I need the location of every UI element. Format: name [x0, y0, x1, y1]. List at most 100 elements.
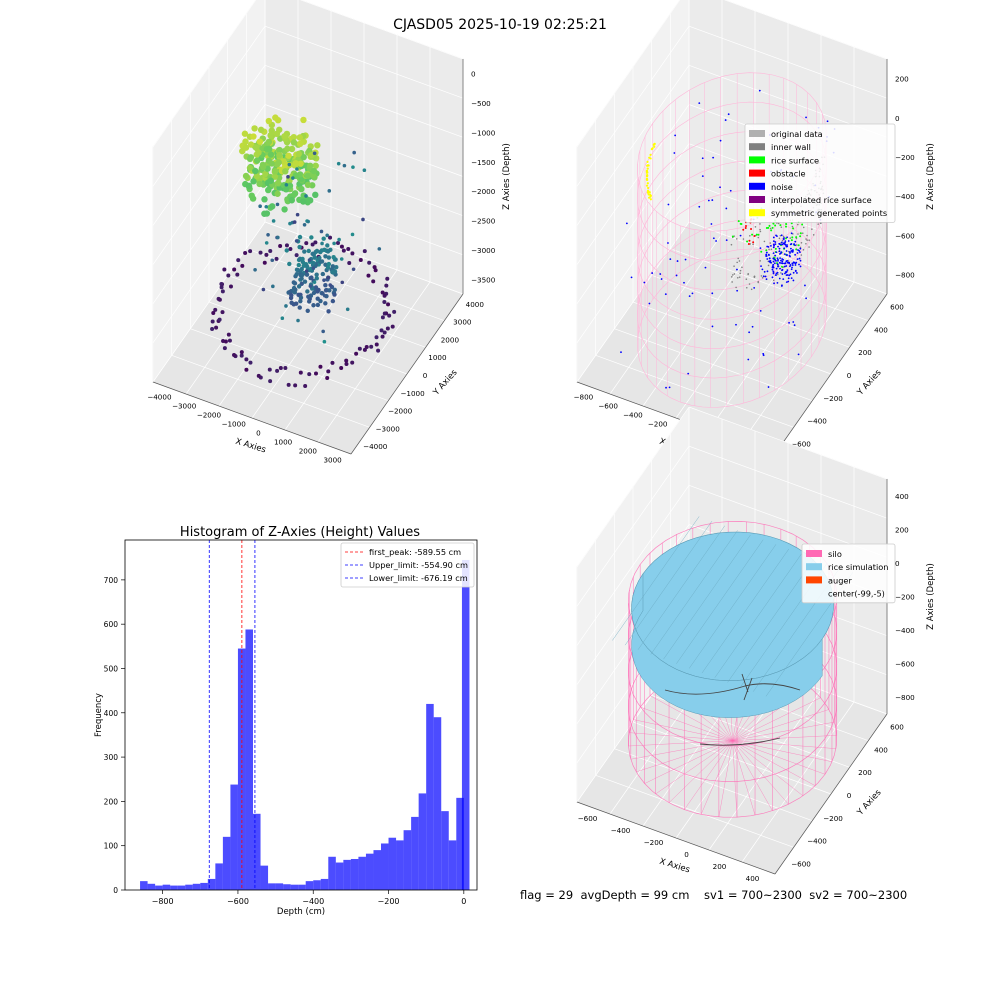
- data-point: [280, 316, 285, 321]
- data-point: [296, 140, 304, 148]
- data-point: [282, 168, 289, 175]
- z-tick-label: −600: [895, 231, 915, 240]
- z-tick-label: −500: [471, 99, 491, 108]
- data-point: [339, 257, 344, 261]
- data-point: [213, 307, 218, 312]
- y-axis-line: [774, 293, 888, 455]
- noise-point: [762, 275, 765, 278]
- data-point: [306, 294, 311, 299]
- noise-point: [781, 268, 784, 271]
- depth-histogram: Histogram of Z-Axies (Height) Values −800…: [94, 525, 478, 917]
- data-point: [294, 267, 300, 272]
- data-point: [210, 327, 215, 332]
- data-point: [288, 247, 293, 252]
- gridline: [576, 0, 681, 148]
- histogram-bar: [396, 840, 404, 890]
- noise-point: [739, 234, 742, 237]
- symmetric-point: [646, 171, 649, 174]
- inner-wall-point: [730, 276, 733, 278]
- classify-3d-plot: 3D classify of Silo Interior−800−600−400…: [574, 0, 936, 465]
- data-point: [289, 300, 294, 305]
- y-tick-label: −600: [791, 440, 811, 449]
- data-point: [210, 319, 215, 324]
- data-point: [244, 367, 249, 372]
- inner-wall-point: [745, 286, 748, 289]
- x-tick-label: 200: [713, 862, 727, 871]
- data-point: [291, 190, 298, 198]
- data-point: [242, 172, 250, 180]
- data-point: [296, 318, 300, 323]
- data-point: [298, 295, 304, 300]
- inner-wall-point: [799, 246, 802, 249]
- noise-point: [790, 247, 792, 250]
- gridline: [688, 406, 888, 480]
- x-axis-label: X Axies: [658, 857, 691, 876]
- rice-surface-point: [770, 229, 773, 232]
- data-point: [320, 271, 326, 277]
- y-tick-label: 200: [104, 797, 119, 806]
- noise-point: [784, 262, 787, 264]
- data-point: [250, 178, 257, 185]
- z-tick-label: 200: [895, 525, 909, 534]
- data-point: [302, 249, 307, 254]
- data-point: [342, 163, 347, 168]
- noise-point: [766, 270, 769, 273]
- panel4-legend-swatch: [806, 563, 822, 571]
- rice-surface-point: [780, 265, 783, 268]
- data-point: [312, 151, 317, 156]
- silo-floor-spoke: [732, 740, 738, 818]
- noise-point: [776, 281, 779, 284]
- data-point: [350, 251, 355, 256]
- noise-point: [784, 240, 787, 243]
- histogram-bar: [426, 703, 434, 890]
- histogram-bar: [275, 883, 284, 890]
- data-point: [380, 315, 385, 320]
- rice-mesh-line: [676, 539, 764, 664]
- noise-point: [788, 274, 791, 277]
- data-point: [274, 190, 281, 197]
- noise-point: [643, 281, 646, 284]
- symmetric-point: [648, 196, 651, 199]
- noise-point: [772, 236, 775, 239]
- y-axis-label: Frequency: [94, 693, 104, 737]
- noise-point: [675, 274, 678, 277]
- silo-floor-spoke: [684, 740, 733, 810]
- histogram-bar: [140, 881, 148, 890]
- histogram-bar: [381, 843, 389, 890]
- data-point: [358, 257, 363, 262]
- z-tick-label: −1000: [471, 128, 496, 137]
- data-point: [308, 284, 313, 288]
- histogram-bar: [230, 784, 238, 890]
- z-tick-label: −3500: [471, 275, 496, 284]
- noise-point: [776, 257, 779, 260]
- histogram-bar: [222, 836, 231, 890]
- silo-floor-spoke: [732, 740, 789, 805]
- histogram-bar: [350, 858, 359, 890]
- x-axis-label: X Axies: [234, 437, 267, 456]
- inner-wall-point: [768, 248, 770, 251]
- noise-point: [710, 223, 713, 225]
- x-tick-label: −400: [302, 897, 324, 906]
- data-point: [344, 358, 349, 363]
- histogram-bar: [200, 882, 208, 890]
- noise-point: [777, 265, 779, 268]
- histogram-bar: [162, 884, 171, 890]
- data-point: [313, 240, 318, 245]
- data-point: [219, 285, 224, 290]
- obstacle-point: [752, 241, 755, 244]
- noise-point: [778, 250, 781, 253]
- simulation-3d-plot: 3D simulation of Silo Interior−600−400−2…: [576, 406, 936, 883]
- data-point: [282, 186, 290, 193]
- data-point: [294, 271, 299, 277]
- auger-mark: [741, 673, 753, 701]
- data-point: [350, 360, 355, 365]
- data-point: [292, 159, 299, 167]
- noise-point: [753, 287, 756, 289]
- noise-point: [725, 207, 728, 210]
- inner-wall-point: [747, 273, 749, 276]
- data-point: [257, 126, 265, 134]
- histogram-bar: [388, 837, 397, 890]
- data-point: [274, 179, 282, 187]
- inner-wall-point: [780, 272, 782, 274]
